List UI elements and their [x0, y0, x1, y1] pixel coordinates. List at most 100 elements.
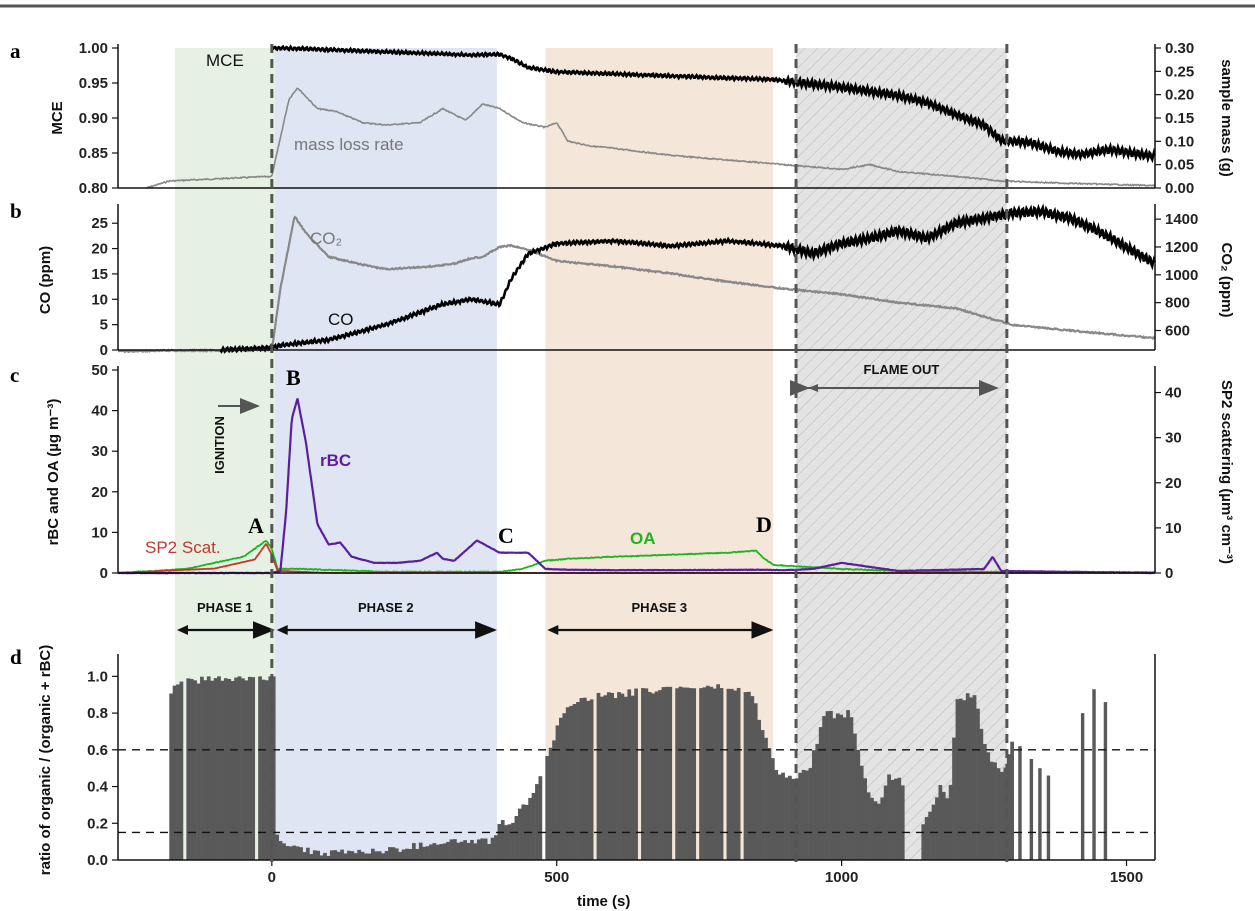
label-mass-loss-rate: mass loss rate: [294, 135, 404, 154]
ratio-bar: [644, 688, 649, 860]
ratio-bar: [1046, 775, 1051, 860]
ratio-bar: [521, 804, 526, 860]
ratio-bar: [589, 699, 594, 860]
label-ignition: IGNITION: [212, 416, 227, 474]
ratio-bar: [278, 841, 283, 860]
ratio-bar: [617, 692, 621, 860]
ratio-bar: [781, 772, 785, 860]
panel-a-left-tick-label: 0.90: [79, 110, 108, 127]
series-rbc: [117, 398, 1155, 575]
panel-c-left-tick-label: 10: [91, 524, 108, 541]
ratio-bar: [1092, 689, 1096, 860]
ratio-bar: [333, 850, 338, 860]
ratio-bar: [798, 772, 803, 860]
label-oa: OA: [630, 529, 656, 548]
ratio-bar: [623, 696, 628, 860]
ratio-bar: [757, 719, 762, 860]
ratio-bar: [223, 678, 228, 860]
ratio-bar: [538, 776, 543, 860]
ratio-bar: [965, 693, 970, 860]
panel-a-left-tick-label: 0.80: [79, 180, 108, 197]
ratio-bar: [767, 748, 772, 860]
panel-a-right-tick-label: 0.10: [1165, 133, 1194, 150]
annotation-a: A: [248, 513, 264, 538]
phase-arrow-left-head-1: [176, 625, 188, 635]
ratio-bar: [668, 686, 673, 860]
ratio-bar: [1010, 741, 1014, 860]
ratio-bar: [282, 843, 286, 860]
ratio-bar: [712, 688, 717, 860]
ratio-bar: [234, 677, 238, 860]
ratio-bar: [709, 686, 714, 860]
panel-d-left-tick-label: 1.0: [87, 668, 108, 685]
ratio-bar: [470, 839, 474, 860]
panel-c-right-tick-label: 10: [1165, 520, 1182, 537]
ratio-bar: [979, 728, 984, 860]
ratio-bar: [398, 851, 403, 860]
ratio-bar: [237, 676, 242, 860]
ratio-bar: [658, 690, 662, 860]
ratio-bar: [856, 749, 861, 860]
ratio-bar: [600, 696, 604, 860]
label-co: CO: [328, 310, 354, 329]
ratio-bar: [579, 698, 584, 860]
ratio-bar: [675, 688, 679, 860]
panel-a-right-tick-label: 0.20: [1165, 87, 1194, 104]
ratio-bar: [770, 758, 775, 860]
ratio-bar: [661, 687, 666, 860]
ratio-bar: [370, 848, 375, 860]
ratio-bar: [989, 761, 994, 860]
ratio-bar: [859, 765, 864, 860]
ratio-bar: [377, 851, 382, 860]
panel-b-right-tick-label: 1000: [1165, 267, 1198, 284]
ratio-bar: [401, 849, 406, 860]
ratio-bar: [186, 678, 191, 860]
ratio-bar: [613, 698, 618, 860]
ratio-bar: [849, 717, 854, 860]
series-co: [219, 203, 1156, 354]
series-mass-loss-rate: [146, 87, 1156, 189]
ratio-bar: [384, 851, 389, 860]
panel-d-ylabel: ratio of organic / (organic + rBC): [37, 645, 54, 875]
ratio-bar: [329, 850, 334, 860]
ratio-bar: [596, 692, 601, 860]
ratio-bar: [316, 850, 321, 860]
ratio-bar: [603, 695, 608, 860]
ratio-bar: [678, 686, 683, 860]
label-mce: MCE: [206, 51, 244, 70]
ratio-bar: [794, 778, 799, 860]
ratio-bar: [528, 797, 532, 860]
panel-c-left-tick-label: 0: [100, 565, 108, 582]
ratio-bar: [323, 852, 327, 860]
panel-d-x-tick-label: 500: [544, 869, 569, 886]
ratio-bar: [265, 680, 269, 860]
ratio-bar: [227, 678, 232, 860]
ratio-bar: [487, 843, 491, 860]
ratio-bar: [258, 676, 262, 860]
ratio-bar: [415, 848, 420, 860]
ratio-bar: [736, 687, 741, 860]
ratio-bar: [292, 845, 297, 860]
ratio-bar: [200, 676, 204, 860]
ratio-bar: [726, 688, 731, 860]
ratio-bar: [682, 687, 686, 860]
panel-c-left-tick-label: 50: [91, 362, 108, 379]
panel-d-x-tick-label: 0: [268, 869, 276, 886]
ratio-bar: [897, 777, 902, 860]
ratio-bar: [945, 798, 950, 860]
ratio-bar: [364, 853, 368, 860]
ratio-bar: [664, 686, 669, 860]
panel-d-left-tick-label: 0.6: [87, 742, 108, 759]
ratio-bar: [811, 750, 816, 860]
ratio-bar: [196, 683, 201, 860]
ratio-bar: [938, 785, 943, 860]
ratio-bar: [743, 692, 748, 860]
ratio-bar: [241, 678, 245, 860]
ratio-bar: [514, 816, 519, 860]
annotation-d: D: [756, 512, 772, 537]
ratio-bar: [562, 713, 567, 860]
ratio-bar: [685, 687, 690, 860]
ratio-bar: [1018, 746, 1022, 860]
ratio-bar: [500, 820, 505, 860]
panel-a-y2label: sample mass (g): [1218, 59, 1235, 177]
